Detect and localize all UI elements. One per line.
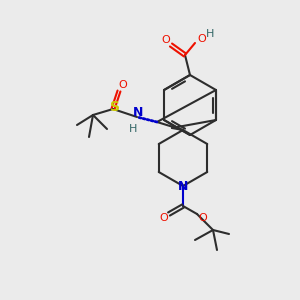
Text: N: N <box>178 181 188 194</box>
Text: O: O <box>162 35 170 45</box>
Text: H: H <box>206 29 214 39</box>
Text: O: O <box>118 80 127 90</box>
Text: O: O <box>199 213 207 223</box>
Text: O: O <box>160 213 168 223</box>
Text: N: N <box>133 106 143 119</box>
Text: S: S <box>110 100 120 114</box>
Text: H: H <box>129 124 137 134</box>
Text: O: O <box>198 34 206 44</box>
